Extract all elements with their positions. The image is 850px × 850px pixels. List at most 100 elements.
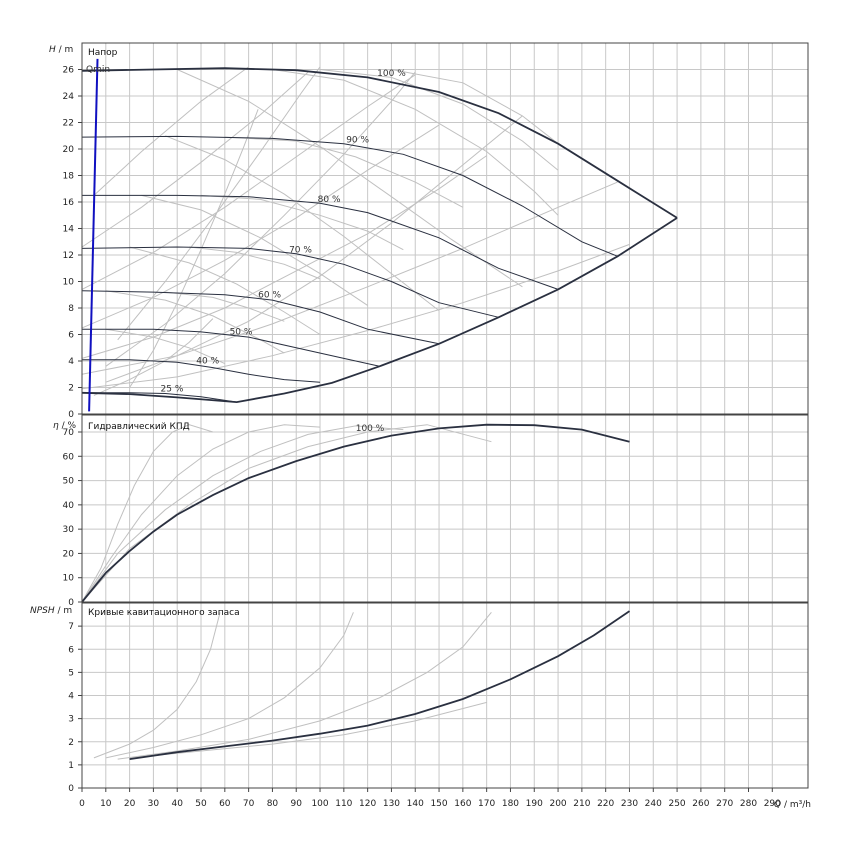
y-tick-label: 4 (68, 357, 74, 367)
y-tick-label: 3 (68, 715, 74, 725)
speed-curve (82, 194, 559, 290)
x-tick-label: 210 (573, 799, 590, 809)
grey-curve (391, 69, 559, 145)
grey-curve (93, 318, 214, 396)
x-tick-label: 220 (597, 799, 614, 809)
grey-curve (105, 115, 523, 383)
speed-curve (81, 246, 499, 318)
efficiency-axis-label: η / % (53, 421, 76, 431)
x-tick-label: 10 (100, 799, 112, 809)
grey-curve (105, 328, 226, 365)
y-tick-label: 16 (63, 198, 75, 208)
grey-curve (81, 424, 214, 603)
x-tick-label: 290 (764, 799, 781, 809)
x-tick-label: 100 (311, 799, 328, 809)
x-tick-label: 130 (383, 799, 400, 809)
y-tick-label: 6 (68, 331, 74, 341)
grey-curve (93, 66, 249, 196)
head-axis-label: H / m (49, 45, 73, 55)
qmin-label: Qmin (86, 65, 110, 75)
y-tick-label: 0 (68, 784, 74, 794)
x-tick-label: 280 (740, 799, 757, 809)
grey-curve (165, 135, 440, 311)
x-tick-label: 30 (148, 799, 160, 809)
grey-curve (81, 425, 404, 603)
y-tick-label: 30 (63, 525, 75, 535)
y-tick-label: 2 (68, 738, 74, 748)
grey-curve (117, 611, 492, 760)
x-tick-label: 160 (454, 799, 471, 809)
qmin-line (88, 58, 99, 412)
frame-layer (78, 42, 809, 792)
speed-curve-label: 50 % (230, 328, 253, 338)
speed-curve (82, 328, 380, 367)
x-tick-label: 120 (359, 799, 376, 809)
grey-curve (200, 194, 404, 251)
grey-curve (93, 612, 221, 759)
speed-curve-label: 90 % (346, 135, 369, 145)
npsh-panel-title: Кривые кавитационного запаса (88, 608, 240, 618)
y-tick-label: 40 (63, 501, 75, 511)
grey-curve (141, 194, 368, 306)
x-tick-label: 260 (692, 799, 709, 809)
grey-curve (81, 155, 487, 359)
y-tick-label: 1 (68, 761, 74, 771)
main-curve (81, 423, 630, 603)
y-tick-label: 0 (68, 410, 74, 420)
x-tick-label: 70 (243, 799, 255, 809)
y-tick-label: 10 (63, 574, 75, 584)
grey-curve (319, 69, 559, 171)
grey-curve (272, 69, 559, 216)
grey-curve (105, 290, 285, 354)
x-tick-label: 20 (124, 799, 136, 809)
speed-curve (81, 67, 678, 219)
x-tick-label: 200 (549, 799, 566, 809)
y-tick-label: 2 (68, 384, 74, 394)
grey-curve (129, 109, 259, 388)
efficiency-panel-title: Гидравлический КПД (88, 422, 190, 432)
x-tick-label: 270 (716, 799, 733, 809)
speed-curve-label: 70 % (289, 245, 312, 255)
x-tick-label: 170 (478, 799, 495, 809)
grey-curve (105, 612, 354, 759)
x-tick-label: 80 (267, 799, 279, 809)
grey-curve (129, 701, 487, 759)
y-tick-label: 10 (63, 278, 75, 288)
speed-curve (82, 359, 321, 383)
grey-curve (81, 424, 492, 603)
speed-curve-label: 100 % (377, 69, 406, 79)
grey-curve (81, 424, 321, 603)
x-tick-label: 40 (171, 799, 183, 809)
grey-curve (165, 291, 285, 322)
x-tick-label: 50 (195, 799, 207, 809)
speed-curve-label: 60 % (258, 290, 281, 300)
limit-curve (81, 217, 678, 404)
grey-curve (129, 246, 321, 335)
y-tick-label: 0 (68, 598, 74, 608)
text-layer: Напор Гидравлический КПД Кривые кавитаци… (30, 45, 811, 810)
grey-curve (81, 243, 630, 390)
grey-curve (189, 246, 321, 280)
grey-curves-layer (81, 66, 630, 760)
y-tick-label: 14 (63, 225, 75, 235)
y-tick-label: 18 (63, 172, 75, 182)
y-tick-label: 26 (63, 66, 75, 76)
efficiency-curve-label: 100 % (356, 424, 385, 434)
speed-curve-label: 40 % (196, 357, 219, 367)
y-tick-label: 12 (63, 251, 74, 261)
speed-curve (81, 135, 618, 257)
x-tick-label: 150 (430, 799, 447, 809)
y-tick-label: 70 (63, 428, 75, 438)
x-tick-label: 250 (668, 799, 685, 809)
y-tick-label: 4 (68, 692, 74, 702)
x-tick-label: 90 (291, 799, 303, 809)
x-tick-label: 180 (502, 799, 519, 809)
grey-curve (224, 136, 464, 208)
x-tick-label: 0 (79, 799, 85, 809)
y-tick-label: 6 (68, 645, 74, 655)
main-curves-layer (81, 58, 678, 760)
y-tick-label: 50 (63, 477, 75, 487)
y-tick-label: 60 (63, 452, 75, 462)
grey-curve (117, 66, 321, 341)
